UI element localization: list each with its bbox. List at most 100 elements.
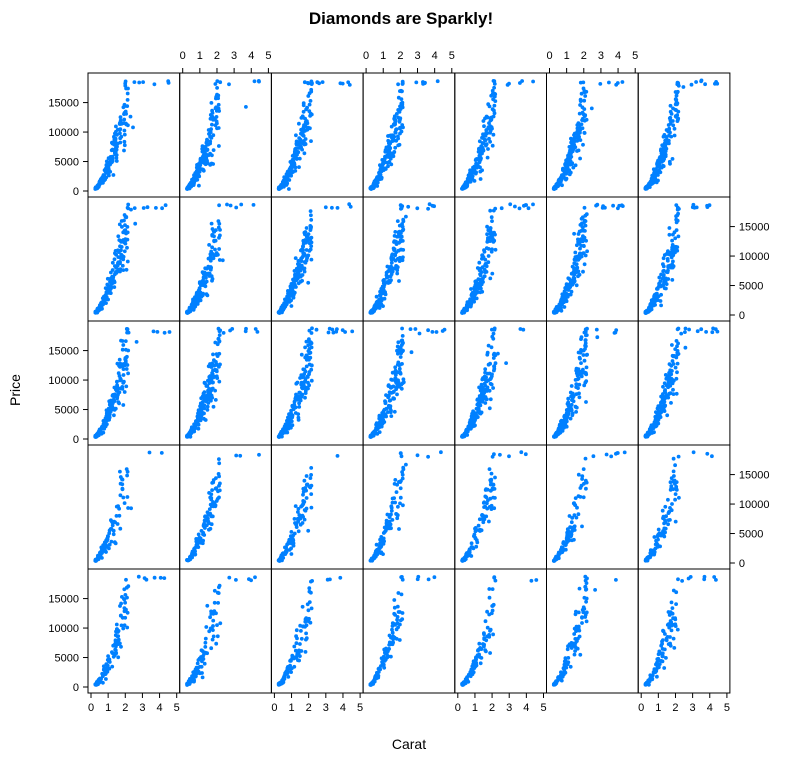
data-point bbox=[120, 477, 124, 482]
panel-r2-c4 bbox=[362, 196, 456, 322]
data-point bbox=[111, 532, 116, 537]
data-point bbox=[390, 135, 394, 140]
data-point bbox=[577, 256, 582, 260]
data-point bbox=[125, 327, 130, 332]
data-point bbox=[568, 534, 573, 539]
data-point bbox=[186, 434, 191, 438]
data-point bbox=[580, 524, 584, 529]
data-point bbox=[480, 377, 485, 382]
data-point bbox=[203, 151, 207, 156]
data-point bbox=[567, 145, 572, 149]
data-point bbox=[340, 81, 345, 86]
panel-r2-c7 bbox=[637, 196, 731, 322]
data-point bbox=[121, 495, 126, 500]
data-point bbox=[393, 130, 398, 135]
data-point bbox=[571, 147, 576, 152]
data-point bbox=[296, 262, 300, 266]
data-point bbox=[552, 558, 557, 563]
data-point bbox=[145, 205, 150, 210]
data-point bbox=[607, 80, 611, 85]
data-point bbox=[492, 452, 496, 457]
data-point bbox=[126, 202, 131, 207]
data-point bbox=[659, 410, 664, 414]
data-point bbox=[559, 545, 564, 550]
data-point bbox=[289, 304, 294, 308]
data-point bbox=[485, 350, 490, 355]
data-point bbox=[309, 213, 313, 218]
data-point bbox=[576, 376, 581, 381]
data-point bbox=[567, 282, 572, 287]
data-point bbox=[191, 177, 196, 182]
data-point bbox=[109, 539, 114, 544]
data-point bbox=[689, 82, 694, 87]
data-point bbox=[302, 141, 307, 146]
data-point bbox=[301, 489, 306, 494]
data-point bbox=[484, 270, 489, 274]
data-point bbox=[656, 165, 660, 169]
data-point bbox=[567, 172, 572, 177]
data-point bbox=[114, 159, 119, 163]
data-point bbox=[120, 254, 125, 258]
data-point bbox=[304, 364, 309, 369]
data-point bbox=[294, 156, 299, 161]
data-point bbox=[393, 376, 398, 381]
data-point bbox=[582, 330, 587, 335]
data-point bbox=[103, 420, 108, 425]
data-point bbox=[118, 115, 123, 120]
data-point bbox=[489, 503, 494, 508]
data-point bbox=[490, 219, 494, 224]
data-point bbox=[705, 451, 710, 456]
data-point bbox=[583, 478, 588, 483]
data-point bbox=[583, 219, 588, 224]
data-point bbox=[379, 544, 384, 549]
data-point bbox=[398, 126, 402, 131]
data-point bbox=[415, 206, 420, 211]
data-point bbox=[401, 465, 406, 470]
data-point bbox=[662, 133, 667, 137]
data-point bbox=[381, 304, 385, 308]
data-point bbox=[562, 170, 567, 175]
data-point bbox=[117, 222, 122, 227]
data-point bbox=[279, 430, 284, 435]
data-point bbox=[117, 122, 122, 126]
data-point bbox=[389, 153, 393, 158]
data-point bbox=[493, 361, 498, 366]
data-point bbox=[564, 292, 569, 297]
data-point bbox=[577, 252, 582, 256]
data-point bbox=[382, 407, 387, 412]
data-point bbox=[105, 276, 110, 281]
data-point bbox=[401, 217, 406, 222]
data-point bbox=[377, 414, 382, 419]
data-point bbox=[125, 98, 130, 102]
data-point bbox=[300, 278, 304, 283]
data-point bbox=[563, 414, 567, 419]
data-point bbox=[518, 327, 523, 331]
data-point bbox=[492, 94, 497, 99]
data-point bbox=[473, 526, 478, 530]
data-point bbox=[203, 526, 207, 530]
data-point bbox=[675, 205, 680, 210]
data-point bbox=[398, 355, 403, 359]
data-point bbox=[582, 118, 587, 123]
data-point bbox=[667, 232, 672, 237]
data-point bbox=[415, 453, 420, 458]
data-point bbox=[579, 361, 583, 365]
data-point bbox=[132, 206, 137, 211]
panel-r4-c1 bbox=[87, 444, 181, 570]
data-point bbox=[300, 132, 305, 137]
data-point bbox=[101, 543, 106, 548]
data-point bbox=[103, 549, 108, 554]
data-point bbox=[661, 275, 666, 280]
data-point bbox=[388, 265, 393, 270]
data-point bbox=[134, 340, 139, 344]
data-point bbox=[199, 406, 203, 410]
data-point bbox=[492, 351, 497, 356]
data-point bbox=[575, 265, 580, 270]
data-point bbox=[670, 378, 675, 382]
data-point bbox=[472, 299, 476, 304]
data-point bbox=[671, 387, 675, 392]
data-point bbox=[578, 350, 583, 355]
data-point bbox=[381, 287, 386, 292]
data-point bbox=[379, 169, 384, 174]
data-point bbox=[561, 293, 566, 298]
